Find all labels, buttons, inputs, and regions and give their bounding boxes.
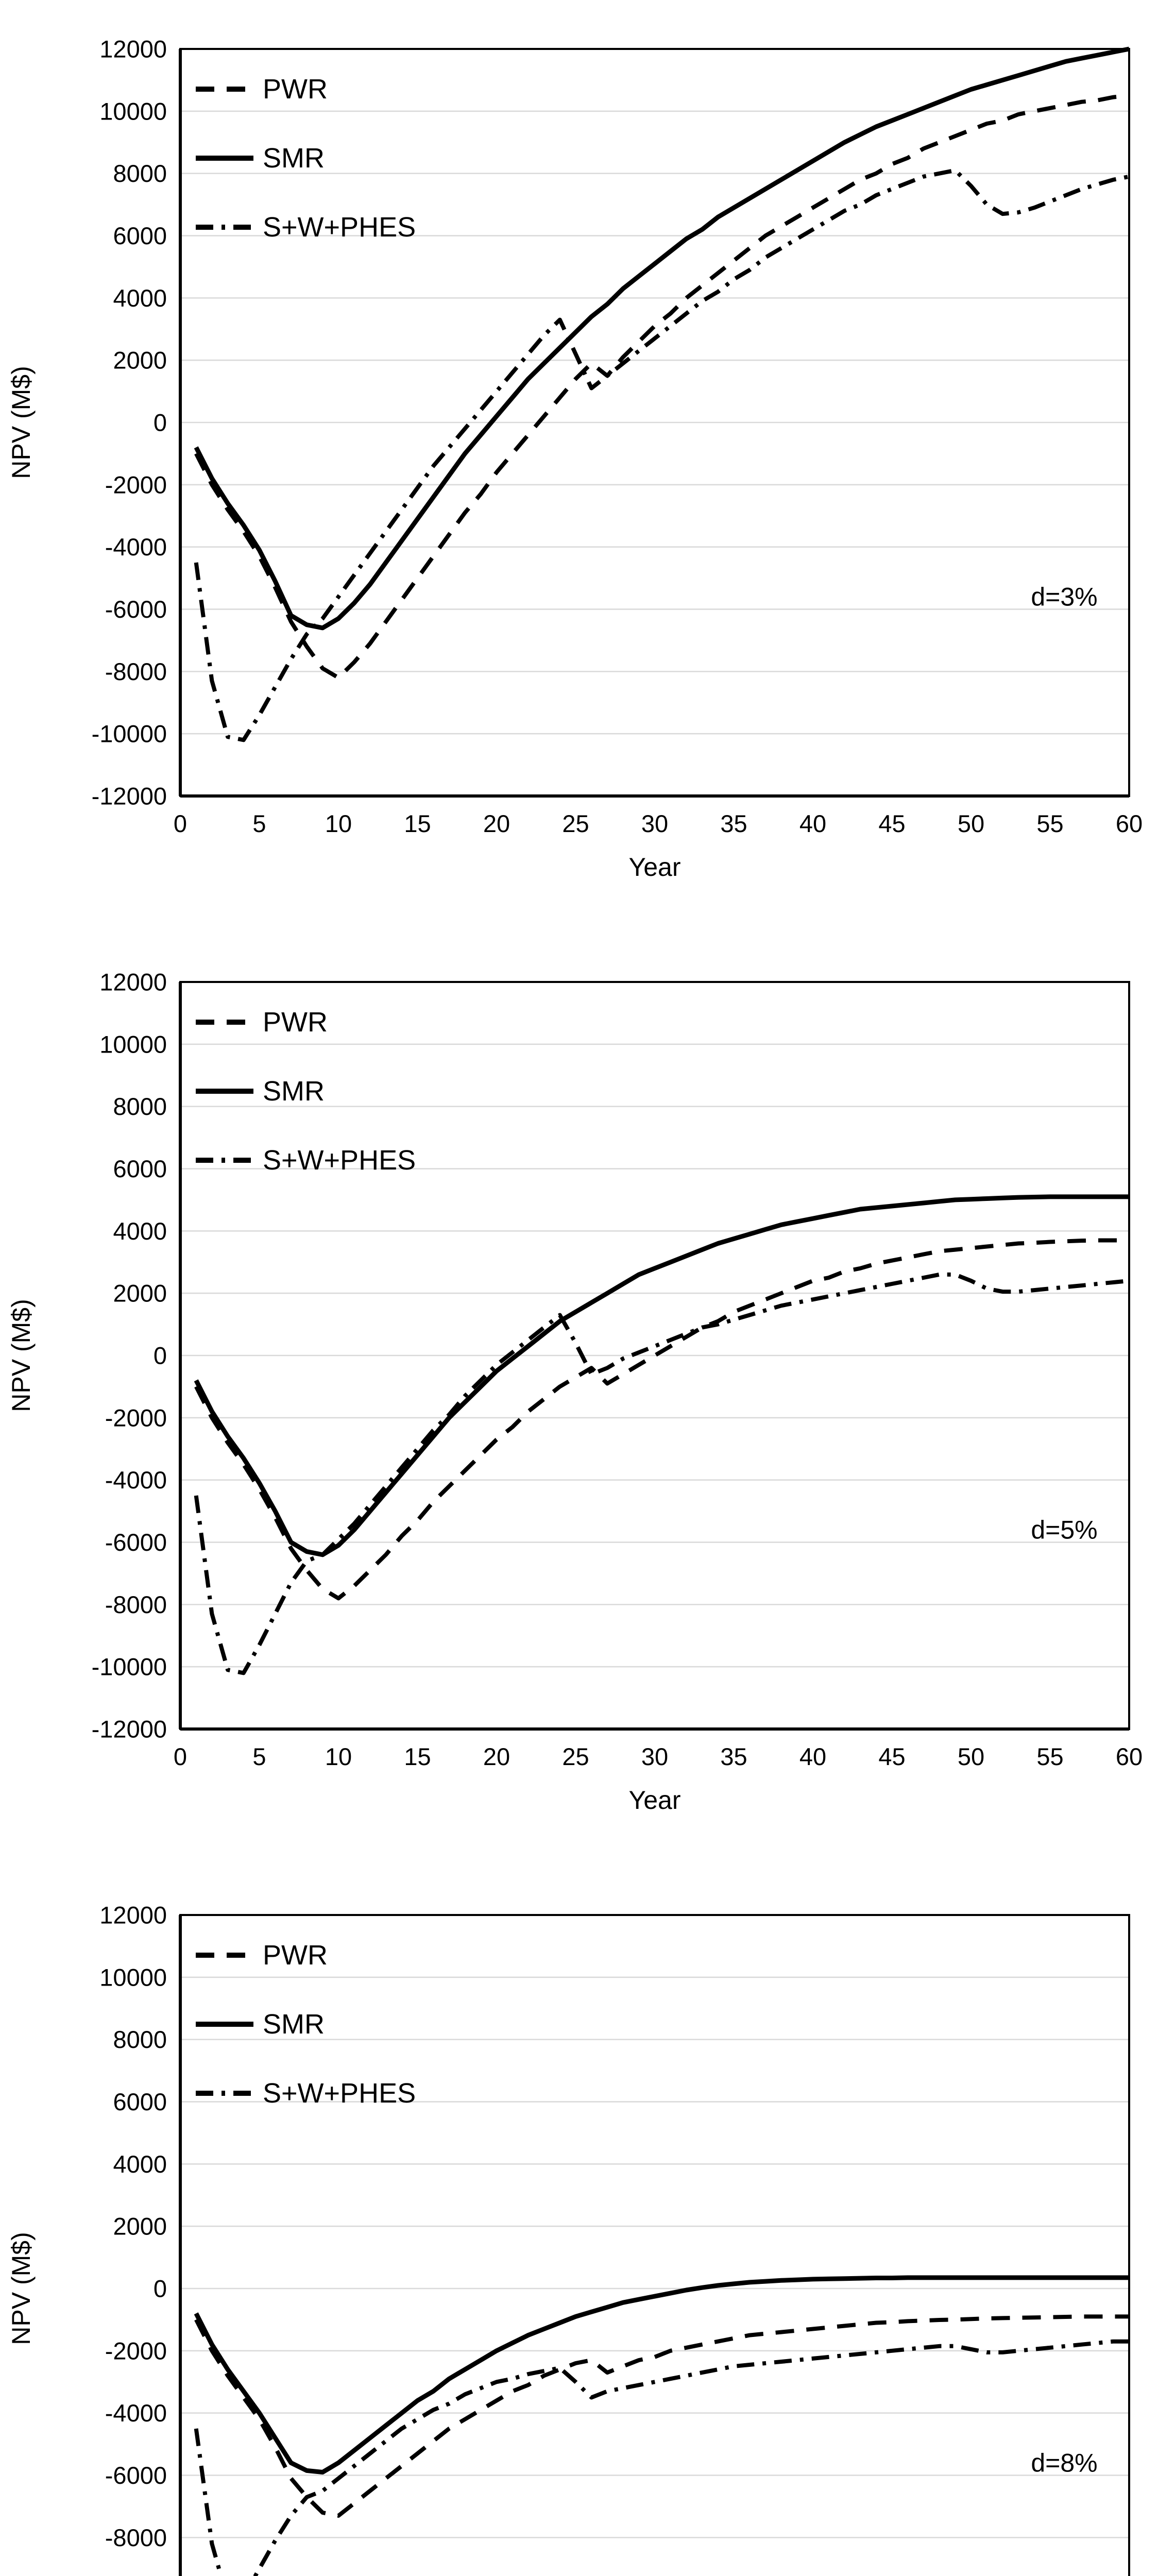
x-tick-label: 15 <box>404 810 431 837</box>
npv-chart-d8-figure: PWRSMRS+W+PHES-12000-10000-8000-6000-400… <box>0 1866 1158 2576</box>
x-tick-label: 20 <box>483 810 510 837</box>
discount-rate-annotation: d=5% <box>1031 1515 1097 1544</box>
legend-label: S+W+PHES <box>263 212 416 243</box>
x-tick-label: 25 <box>562 1743 589 1770</box>
y-tick-label: 8000 <box>113 1093 167 1120</box>
legend-label: PWR <box>263 74 328 105</box>
x-axis-title: Year <box>628 853 680 882</box>
y-tick-label: 0 <box>154 1342 167 1369</box>
y-tick-label: -8000 <box>105 658 167 685</box>
y-tick-label: 2000 <box>113 2213 167 2240</box>
plot-background <box>0 933 1158 1866</box>
y-tick-label: -4000 <box>105 533 167 561</box>
x-axis-title: Year <box>628 1786 680 1815</box>
y-tick-label: -10000 <box>92 720 167 748</box>
npv-chart-d8: PWRSMRS+W+PHES-12000-10000-8000-6000-400… <box>0 1866 1158 2576</box>
x-tick-label: 10 <box>325 810 352 837</box>
y-tick-label: -6000 <box>105 2462 167 2489</box>
y-tick-label: 2000 <box>113 347 167 374</box>
npv-chart-d5-figure: PWR SMR S+W+PHES -12000 -10000 -8000 -6000 -400… <box>0 933 1158 1866</box>
x-tick-label: 0 <box>174 1743 187 1770</box>
discount-rate-annotation: d=8% <box>1031 2448 1097 2477</box>
x-tick-label: 45 <box>878 1743 905 1770</box>
x-tick-label: 35 <box>720 1743 747 1770</box>
y-tick-label: -4000 <box>105 1466 167 1494</box>
y-tick-label: 4000 <box>113 2150 167 2178</box>
y-tick-label: 8000 <box>113 160 167 187</box>
x-tick-label: 5 <box>252 1743 266 1770</box>
series-line-smr <box>194 2275 1129 2475</box>
y-tick-label: -10000 <box>92 1653 167 1681</box>
y-tick-label: 10000 <box>99 1030 167 1058</box>
x-tick-label: 20 <box>483 1743 510 1770</box>
series-line-s-w-phes <box>194 168 1130 742</box>
discount-rate-annotation: d=3% <box>1031 582 1097 611</box>
x-tick-label: 50 <box>958 1743 984 1770</box>
legend-label: SMR <box>263 143 325 174</box>
y-tick-label: 10000 <box>99 97 167 125</box>
legend-label: S+W+PHES <box>263 2078 416 2109</box>
y-tick-label: 0 <box>154 2275 167 2302</box>
y-tick-label: 2000 <box>113 1280 167 1307</box>
series-line-s-w-phes <box>194 1272 1130 1675</box>
npv-chart-d3-figure: PWR SMR S+W+PHES -12000 -10000 -8000 -6000 -400… <box>0 0 1158 933</box>
legend-label: PWR <box>263 1007 328 1038</box>
series-line-smr <box>194 1194 1129 1557</box>
series-line-s-w-phes <box>194 2339 1129 2576</box>
x-tick-label: 55 <box>1036 1743 1063 1770</box>
x-tick-label: 30 <box>641 810 668 837</box>
y-tick-label: 4000 <box>113 284 167 312</box>
y-tick-label: -4000 <box>105 2399 167 2427</box>
y-tick-label: -2000 <box>105 471 167 498</box>
plot-background <box>0 1866 1158 2576</box>
legend-label: SMR <box>263 1076 325 1107</box>
x-tick-label: 25 <box>562 810 589 837</box>
y-axis-title: NPV (M$) <box>7 2232 36 2345</box>
x-tick-label: 15 <box>404 1743 431 1770</box>
legend-label: S+W+PHES <box>263 1145 416 1176</box>
y-tick-label: 6000 <box>113 2088 167 2115</box>
y-tick-label: -8000 <box>105 1591 167 1618</box>
x-tick-label: 45 <box>878 810 905 837</box>
x-tick-label: 5 <box>252 810 266 837</box>
x-tick-label: 40 <box>799 1743 826 1770</box>
npv-chart-d5: PWR SMR S+W+PHES -12000 -10000 -8000 -6000 -400… <box>0 933 1158 1866</box>
series-line-pwr <box>194 2314 1129 2518</box>
x-tick-label: 55 <box>1036 810 1063 837</box>
y-tick-label: 12000 <box>99 36 167 63</box>
x-tick-label: 35 <box>720 810 747 837</box>
y-axis-title: NPV (M$) <box>7 1299 36 1412</box>
y-tick-label: -8000 <box>105 2524 167 2551</box>
y-tick-label: 8000 <box>113 2026 167 2053</box>
x-tick-label: 40 <box>799 810 826 837</box>
y-tick-label: 12000 <box>99 969 167 996</box>
y-tick-label: -6000 <box>105 1529 167 1556</box>
series-line-pwr <box>194 1238 1129 1601</box>
legend-label: PWR <box>263 1940 328 1971</box>
npv-chart-d3: PWR SMR S+W+PHES -12000 -10000 -8000 -6000 -400… <box>0 0 1158 933</box>
y-tick-label: 0 <box>154 409 167 436</box>
legend-label: SMR <box>263 2009 325 2040</box>
y-tick-label: -12000 <box>92 1716 167 1743</box>
y-tick-label: 6000 <box>113 222 167 249</box>
y-tick-label: -2000 <box>105 2337 167 2364</box>
x-tick-label: 60 <box>1116 810 1143 837</box>
x-tick-label: 0 <box>174 810 187 837</box>
y-tick-label: 10000 <box>99 1963 167 1991</box>
y-tick-label: -12000 <box>92 783 167 810</box>
x-tick-label: 10 <box>325 1743 352 1770</box>
plot-background <box>0 0 1158 933</box>
y-tick-label: 12000 <box>99 1902 167 1929</box>
x-tick-label: 50 <box>958 810 984 837</box>
y-axis-title: NPV (M$) <box>7 366 36 479</box>
y-tick-label: 4000 <box>113 1217 167 1245</box>
series-line-smr <box>194 46 1130 631</box>
y-tick-label: 6000 <box>113 1155 167 1182</box>
x-tick-label: 30 <box>641 1743 668 1770</box>
series-line-pwr <box>194 93 1130 680</box>
x-tick-label: 60 <box>1116 1743 1143 1770</box>
y-tick-label: -2000 <box>105 1404 167 1431</box>
y-tick-label: -6000 <box>105 596 167 623</box>
